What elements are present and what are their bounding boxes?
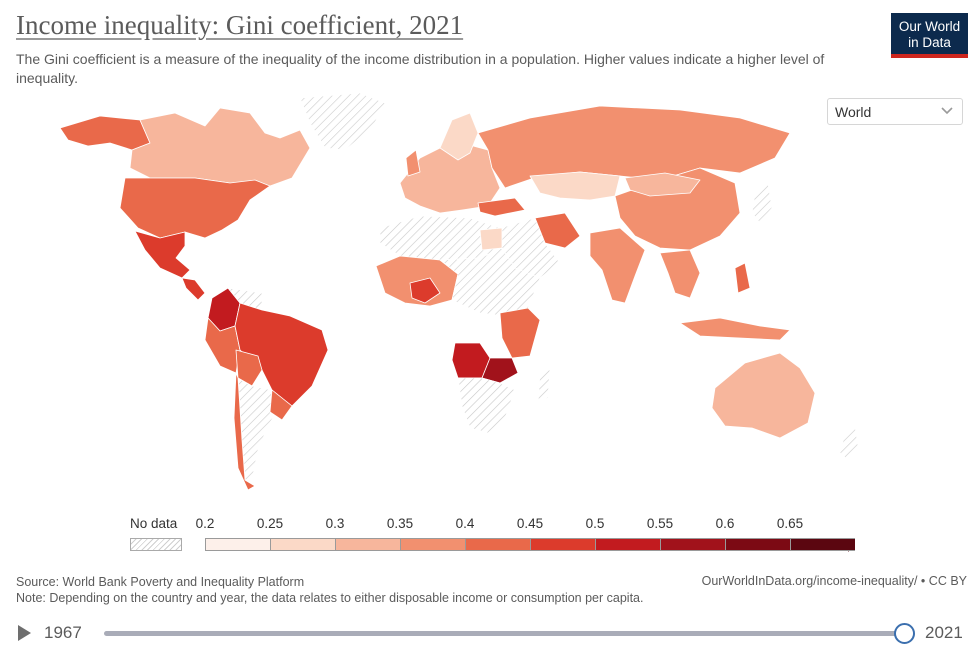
chart-title: Income inequality: Gini coefficient, 202…	[16, 10, 464, 40]
region-philippines[interactable]	[734, 262, 751, 294]
legend-tick-label: 0.3	[325, 516, 345, 531]
region-greenland[interactable]	[299, 92, 386, 151]
legend-no-data-label: No data	[130, 516, 178, 531]
chart-subtitle: The Gini coefficient is a measure of the…	[16, 51, 825, 86]
legend-bin[interactable]	[530, 538, 595, 551]
region-alaska[interactable]	[59, 115, 151, 151]
logo-line-2: in Data	[908, 35, 951, 50]
logo-line-1: Our World	[898, 19, 961, 34]
region-turkey[interactable]	[477, 197, 526, 217]
region-australia[interactable]	[711, 352, 816, 439]
region-indonesia[interactable]	[679, 317, 791, 341]
timeline-handle[interactable]	[894, 623, 915, 644]
legend-bin[interactable]	[660, 538, 725, 551]
region-mongolia[interactable]	[624, 172, 701, 197]
legend-tick-label: 0.45	[516, 516, 544, 531]
region-zambia[interactable]	[481, 357, 519, 384]
region-bolivia[interactable]	[235, 349, 263, 387]
region-japan[interactable]	[751, 182, 773, 224]
region-nigeria[interactable]	[409, 277, 441, 304]
region-madagascar[interactable]	[537, 367, 551, 404]
timeline-track[interactable]	[104, 631, 904, 636]
region-southeast-asia[interactable]	[659, 249, 701, 299]
legend-tick-label: 0.35	[386, 516, 414, 531]
legend-tick-label: 0.4	[455, 516, 475, 531]
region-russia[interactable]	[477, 105, 791, 189]
timeline-start-year: 1967	[44, 623, 82, 642]
note-line: Note: Depending on the country and year,…	[16, 591, 644, 605]
region-india[interactable]	[589, 227, 646, 304]
region-united-kingdom[interactable]	[405, 149, 421, 177]
region-mexico[interactable]	[134, 230, 191, 279]
region-egypt[interactable]	[479, 227, 503, 251]
entity-selector[interactable]: World	[827, 98, 963, 125]
timeline-end-year: 2021	[925, 623, 963, 642]
play-icon[interactable]	[18, 625, 31, 641]
legend-bin[interactable]	[790, 538, 855, 551]
legend-bin[interactable]	[270, 538, 335, 551]
region-central-america[interactable]	[181, 277, 206, 301]
legend-bin[interactable]	[595, 538, 660, 551]
map-legend: No data 0.2 0.25 0.3 0.35 0.4 0.45 0.5 0.55 0.6 0…	[0, 510, 979, 555]
legend-bin[interactable]	[335, 538, 400, 551]
owid-logo[interactable]: Our World in Data	[891, 13, 968, 58]
entity-selector-value: World	[835, 104, 872, 120]
region-chile[interactable]	[233, 372, 256, 491]
region-new-zealand[interactable]	[839, 425, 859, 461]
source-notes: Source: World Bank Poverty and Inequalit…	[16, 574, 643, 606]
source-url[interactable]: OurWorldInData.org/income-inequality/ • …	[701, 574, 967, 588]
legend-bin[interactable]	[465, 538, 530, 551]
region-canada[interactable]	[129, 107, 311, 187]
legend-bin[interactable]	[725, 538, 790, 551]
source-line: Source: World Bank Poverty and Inequalit…	[16, 575, 305, 589]
region-southern-africa[interactable]	[457, 377, 516, 434]
legend-no-data-swatch[interactable]	[130, 538, 182, 551]
region-east-africa[interactable]	[499, 307, 541, 359]
region-uruguay[interactable]	[269, 389, 293, 421]
legend-bin[interactable]	[400, 538, 465, 551]
region-kazakhstan[interactable]	[529, 171, 621, 201]
timeline[interactable]: 1967 2021	[0, 620, 979, 650]
legend-tick-label: 0.5	[585, 516, 605, 531]
chevron-down-icon	[941, 107, 953, 115]
legend-tick-label: 0.65	[776, 516, 804, 531]
legend-tick-label: 0.2	[195, 516, 215, 531]
legend-tick-label: 0.55	[646, 516, 674, 531]
region-united-states[interactable]	[119, 177, 271, 239]
legend-bin[interactable]	[205, 538, 270, 551]
legend-tick-label: 0.6	[715, 516, 735, 531]
world-map[interactable]	[0, 88, 979, 498]
region-brazil[interactable]	[234, 302, 329, 407]
legend-tick-label: 0.25	[256, 516, 284, 531]
